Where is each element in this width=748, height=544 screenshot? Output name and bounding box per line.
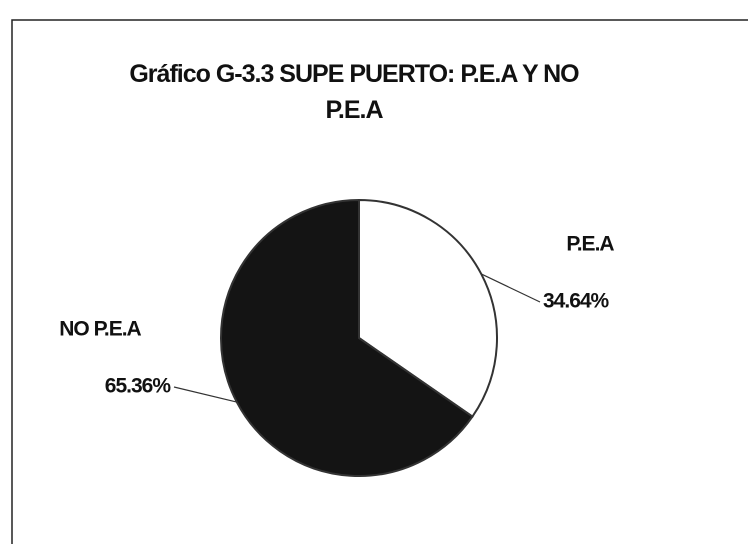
chart-title: Gráfico G-3.3 SUPE PUERTO: P.E.A Y NO P.… bbox=[129, 60, 579, 124]
category-label: P.E.A bbox=[566, 233, 614, 256]
value-label: 34.64% bbox=[543, 290, 610, 313]
pie-slice bbox=[358, 198, 498, 418]
leader-line bbox=[480, 273, 541, 303]
leader-line bbox=[173, 386, 237, 403]
chart-frame bbox=[11, 19, 748, 544]
category-label: NO P.E.A bbox=[59, 318, 141, 341]
value-label: 65.36% bbox=[105, 375, 172, 398]
